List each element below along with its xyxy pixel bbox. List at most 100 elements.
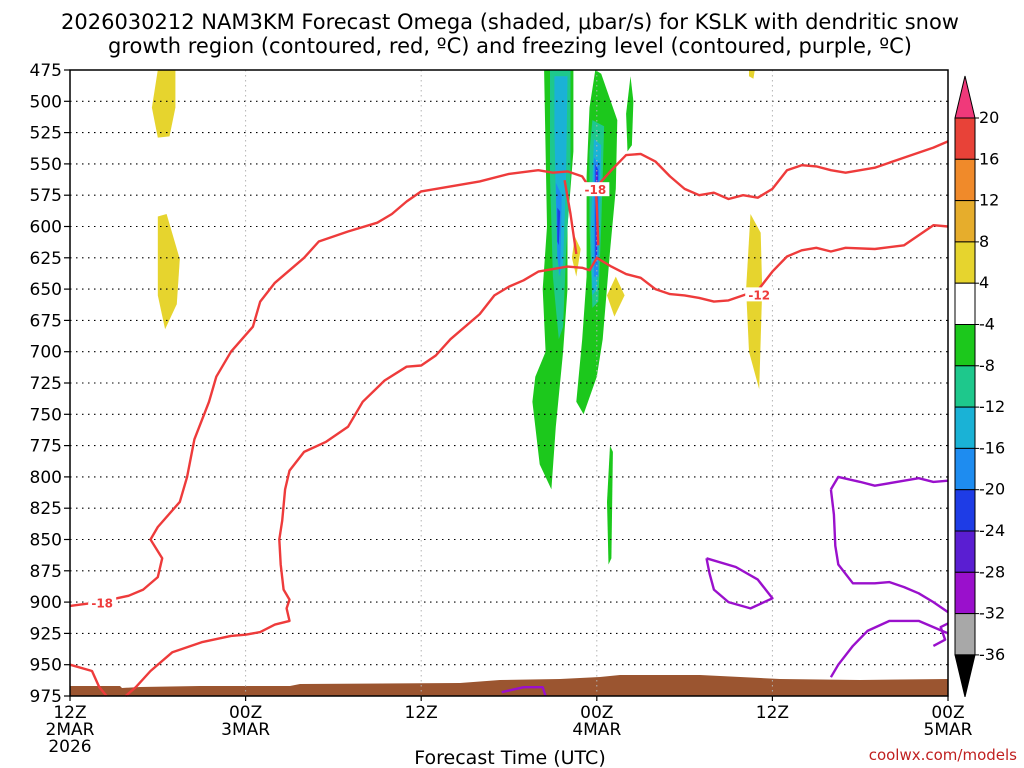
- x-axis-title: Forecast Time (UTC): [414, 747, 605, 768]
- grid-layer: [70, 70, 948, 696]
- colorbar-swatch-1: [954, 117, 976, 160]
- y-tick-label-675: 675: [30, 311, 62, 331]
- freezing-level-contour-4: [501, 686, 547, 697]
- colorbar-swatch-13: [954, 613, 976, 656]
- colorbar-label-3: 8: [979, 232, 989, 251]
- x-tick-label-5-0: 00Z: [931, 703, 964, 723]
- x-tick-label-4-0: 12Z: [756, 703, 789, 723]
- contour-label-0: -18: [91, 596, 113, 610]
- y-tick-label-800: 800: [30, 468, 62, 488]
- y-tick-label-875: 875: [30, 562, 62, 582]
- colorbar-label-4: 4: [979, 273, 989, 292]
- omega-fill-region-2: [746, 214, 763, 390]
- y-tick-label-975: 975: [30, 687, 62, 707]
- colorbar-swatch-12: [954, 571, 976, 615]
- contour-label-1: -18: [584, 183, 606, 197]
- y-tick-label-925: 925: [30, 624, 62, 644]
- contour-label-2: -12: [748, 288, 770, 302]
- colorbar-label-2: 12: [979, 191, 999, 210]
- y-tick-label-650: 650: [30, 280, 62, 300]
- freezing-level-contour-2: [829, 619, 949, 678]
- omega-fill-region-9: [607, 445, 613, 565]
- site-credit: coolwx.com/models: [869, 746, 1017, 764]
- chart-title-line-1: 2026030212 NAM3KM Forecast Omega (shaded…: [61, 10, 959, 34]
- contour-label-bg-2: [745, 287, 774, 302]
- dgz-contour-2: [124, 223, 949, 697]
- colorbar-label-1: 16: [979, 149, 999, 168]
- colorbar-label-11: -28: [979, 562, 1005, 581]
- colorbar-label-9: -20: [979, 480, 1005, 499]
- y-tick-label-750: 750: [30, 405, 62, 425]
- colorbar-bottom-arrow: [954, 654, 976, 698]
- colorbar-label-10: -24: [979, 521, 1005, 540]
- x-tick-label-2-0: 12Z: [405, 703, 438, 723]
- colorbar: 20 16 12 8 4 -4 -8 -12 -16 -20 -24 -28 -32 -36: [954, 75, 1005, 698]
- x-tick-label-3-1: 4MAR: [572, 720, 621, 740]
- contour-layer: [69, 140, 949, 697]
- y-tick-label-550: 550: [30, 155, 62, 175]
- x-tick-label-0-1: 2MAR: [46, 720, 95, 740]
- colorbar-swatch-11: [954, 530, 976, 573]
- colorbar-label-8: -16: [979, 438, 1005, 457]
- colorbar-label-7: -12: [979, 397, 1005, 416]
- colorbar-swatch-5: [954, 282, 976, 326]
- colorbar-label-13: -36: [979, 645, 1005, 664]
- y-tick-label-725: 725: [30, 374, 62, 394]
- y-tick-label-825: 825: [30, 499, 62, 519]
- omega-fill-region-17: [557, 207, 561, 246]
- contour-label-bg-0: [88, 595, 117, 610]
- y-axis-ticks: 475 500 525 550 575 600 625 650 675 700 725 750 775 8…: [30, 61, 70, 707]
- colorbar-top-arrow: [954, 75, 976, 119]
- y-tick-label-850: 850: [30, 531, 62, 551]
- colorbar-swatch-7: [954, 365, 976, 408]
- colorbar-swatch-3: [954, 200, 976, 243]
- colorbar-swatch-9: [954, 447, 976, 491]
- y-tick-label-775: 775: [30, 437, 62, 457]
- omega-fill-region-3: [571, 236, 581, 277]
- x-tick-label-5-1: 5MAR: [924, 720, 973, 740]
- y-tick-label-600: 600: [30, 218, 62, 238]
- colorbar-label-5: -4: [979, 315, 995, 334]
- y-tick-label-950: 950: [30, 656, 62, 676]
- y-tick-label-575: 575: [30, 186, 62, 206]
- omega-fill-region-4: [607, 276, 625, 317]
- dgz-contour-3: [563, 179, 578, 255]
- freezing-level-contour-0: [829, 475, 949, 491]
- omega-fill-region-5: [749, 70, 755, 79]
- colorbar-label-12: -32: [979, 604, 1005, 623]
- omega-fill-region-1: [157, 214, 180, 330]
- omega-shading-layer: [151, 70, 763, 565]
- y-tick-label-500: 500: [30, 92, 62, 112]
- x-tick-label-1-1: 3MAR: [221, 720, 270, 740]
- x-tick-label-3-0: 00Z: [580, 703, 613, 723]
- y-tick-label-700: 700: [30, 343, 62, 363]
- contour-label-layer: -18 -18 -12: [88, 182, 774, 610]
- y-tick-label-625: 625: [30, 249, 62, 269]
- x-tick-label-1-0: 00Z: [229, 703, 262, 723]
- ground-terrain: [70, 675, 948, 696]
- colorbar-swatch-10: [954, 489, 976, 532]
- colorbar-label-6: -8: [979, 356, 995, 375]
- terrain-layer: [70, 675, 948, 696]
- freezing-level-contour-5: [932, 622, 949, 647]
- y-tick-label-475: 475: [30, 61, 62, 81]
- dgz-contour-1: [69, 663, 108, 697]
- omega-fill-region-0: [151, 70, 176, 138]
- colorbar-swatch-2: [954, 158, 976, 202]
- chart-title-line-2: growth region (contoured, red, ºC) and f…: [108, 34, 912, 58]
- colorbar-label-0: 20: [979, 108, 999, 127]
- freezing-level-contour-3: [705, 557, 774, 610]
- colorbar-swatch-4: [954, 241, 976, 284]
- freezing-level-contour-1: [829, 489, 949, 614]
- y-tick-label-900: 900: [30, 593, 62, 613]
- y-tick-label-525: 525: [30, 124, 62, 144]
- omega-fill-region-8: [626, 76, 634, 152]
- contour-label-bg-1: [581, 182, 610, 197]
- dgz-contour-0: [69, 140, 949, 608]
- x-tick-label-0-2: 2026: [48, 737, 91, 757]
- colorbar-swatch-6: [954, 324, 976, 367]
- colorbar-swatch-8: [954, 406, 976, 449]
- x-tick-label-0-0: 12Z: [53, 703, 86, 723]
